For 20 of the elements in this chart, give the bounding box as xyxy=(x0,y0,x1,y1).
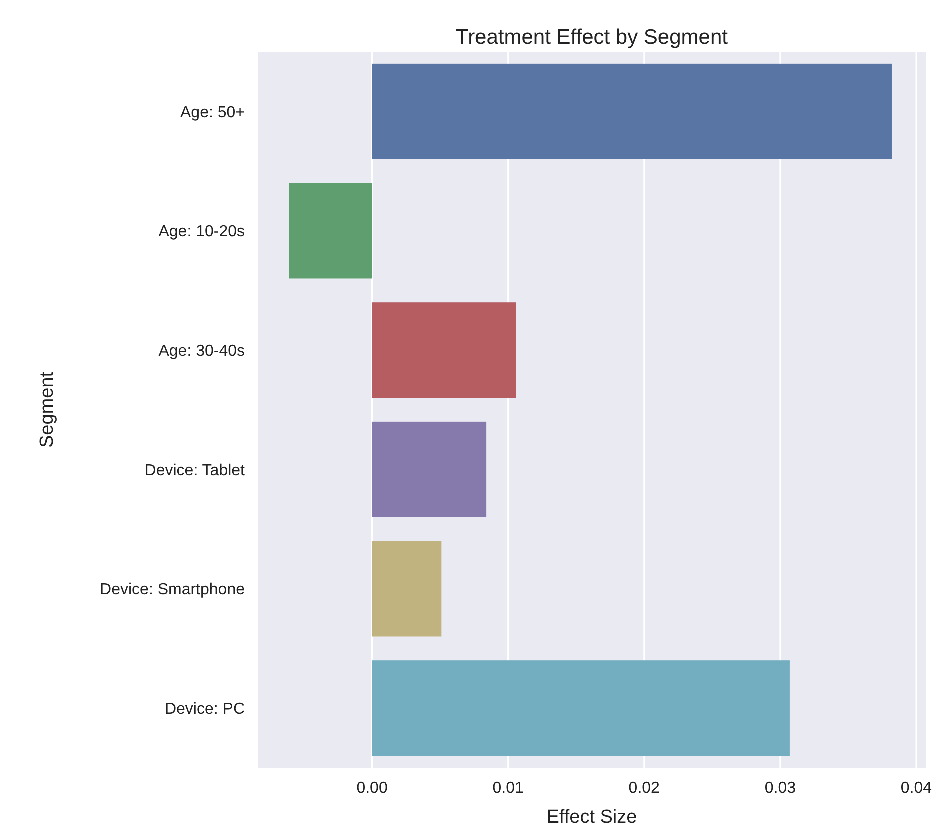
y-tick-label: Age: 30-40s xyxy=(158,342,245,360)
bar xyxy=(289,183,372,279)
x-tick-label: 0.01 xyxy=(492,780,524,797)
y-tick-label: Age: 10-20s xyxy=(158,224,245,241)
bar xyxy=(372,541,442,637)
y-tick-label: Age: 50+ xyxy=(180,104,245,122)
bar xyxy=(372,660,790,756)
y-tick-label: Device: Tablet xyxy=(144,462,246,480)
bar xyxy=(372,64,892,160)
x-tick-label: 0.00 xyxy=(356,780,388,797)
bar xyxy=(372,302,516,398)
x-tick-label: 0.02 xyxy=(628,780,660,797)
x-tick-label: 0.03 xyxy=(764,780,796,797)
x-tick-label: 0.04 xyxy=(900,780,932,797)
y-axis-title: Segment xyxy=(37,371,58,448)
y-tick-label: Device: PC xyxy=(164,700,245,718)
y-tick-label: Device: Smartphone xyxy=(100,582,246,599)
chart-title: Treatment Effect by Segment xyxy=(456,26,728,49)
bar xyxy=(372,422,487,518)
x-axis-title: Effect Size xyxy=(546,807,638,825)
